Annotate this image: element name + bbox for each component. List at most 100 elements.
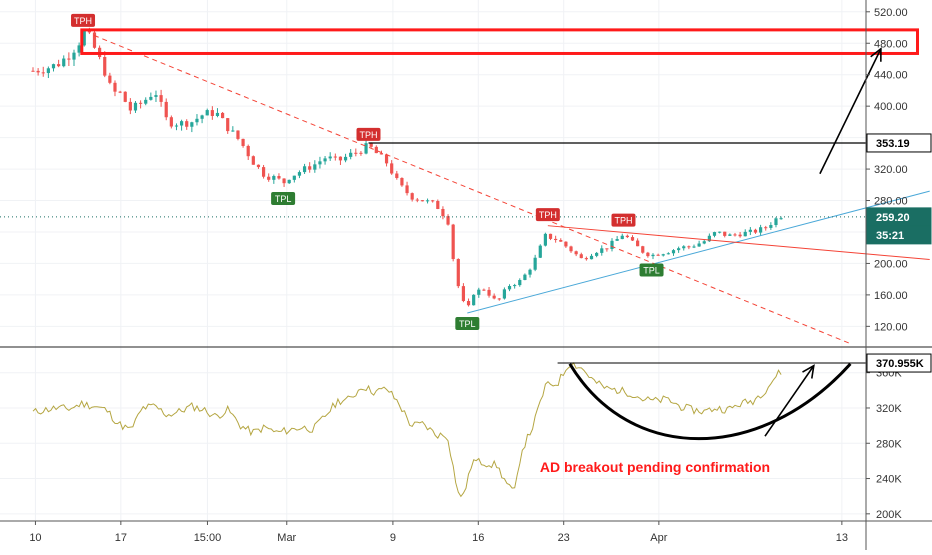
candle-body xyxy=(513,285,517,287)
candle-body xyxy=(82,30,86,46)
candle-body xyxy=(600,248,604,253)
price-tag-level-box xyxy=(866,133,932,153)
candle-body xyxy=(77,45,81,53)
candle-body xyxy=(759,227,763,233)
candle-body xyxy=(615,239,619,241)
candle-body xyxy=(630,237,635,241)
candle-body xyxy=(103,57,107,76)
price-tick-label: 320.00 xyxy=(874,164,908,176)
pivot-label-box xyxy=(455,316,480,330)
candle-body xyxy=(118,91,122,93)
x-tick-label: 9 xyxy=(390,532,396,544)
candle-body xyxy=(625,235,629,238)
price-tick-label: 480.00 xyxy=(874,38,908,50)
candle-body xyxy=(149,96,153,100)
pivot-label-text: TPL xyxy=(459,319,476,329)
candle-body xyxy=(677,248,681,251)
candle-body xyxy=(297,172,302,176)
candle-body xyxy=(354,152,358,154)
candle-body xyxy=(456,259,460,287)
candle-body xyxy=(210,110,214,116)
candle-body xyxy=(554,238,558,241)
price-tag-last: 259.20 xyxy=(866,207,932,227)
candle-body xyxy=(733,234,737,236)
candle-body xyxy=(753,229,758,233)
candle-body xyxy=(492,295,496,299)
candlestick-series xyxy=(31,27,783,307)
price-tick-label: 280.00 xyxy=(874,196,908,208)
pivot-label-box xyxy=(611,213,636,227)
candle-body xyxy=(395,173,399,179)
arrows xyxy=(764,47,882,437)
price-arrow-shaft xyxy=(819,48,882,175)
price-tag-countdown: 35:21 xyxy=(866,225,932,245)
candle-body xyxy=(687,246,691,248)
candle-body xyxy=(548,233,553,239)
candle-body xyxy=(169,117,173,127)
candle-body xyxy=(318,161,322,165)
price-tag-countdown-box xyxy=(866,225,932,245)
candle-body xyxy=(738,234,742,237)
x-tick-label: Mar xyxy=(277,532,296,544)
candle-body xyxy=(190,122,194,127)
price-arrow-head xyxy=(870,47,882,62)
x-tick-label: 13 xyxy=(836,532,848,544)
x-tick-label: 15:00 xyxy=(194,532,222,544)
price-tag-level: 353.19 xyxy=(866,133,932,153)
pivot-label-tph: TPH xyxy=(611,213,636,227)
candle-body xyxy=(410,193,414,200)
pivot-label-box xyxy=(71,13,96,27)
ad-tag-level-text: 370.955K xyxy=(876,358,924,370)
candle-body xyxy=(72,52,76,60)
candle-body xyxy=(543,233,547,246)
candle-body xyxy=(487,289,491,296)
candle-body xyxy=(533,257,537,270)
price-tick-label: 440.00 xyxy=(874,70,908,82)
candle-body xyxy=(620,235,624,240)
candle-body xyxy=(466,301,471,306)
ad-tag-level-box xyxy=(866,353,932,373)
pivot-label-tph: TPH xyxy=(535,208,560,222)
pivot-label-box xyxy=(356,127,381,141)
candle-body xyxy=(261,167,266,177)
pivot-label-text: TPH xyxy=(539,210,557,220)
candle-body xyxy=(390,163,394,174)
candle-body xyxy=(431,200,435,202)
candle-body xyxy=(436,201,440,209)
candle-body xyxy=(272,176,276,180)
pivot-label-box xyxy=(535,208,560,222)
candle-body xyxy=(159,95,163,102)
candle-body xyxy=(292,175,296,180)
candle-body xyxy=(523,274,527,280)
candle-body xyxy=(287,179,291,184)
candle-body xyxy=(267,176,271,180)
price-tick-label: 200.00 xyxy=(874,258,908,270)
price-tag-level-text: 353.19 xyxy=(876,138,910,150)
candle-body xyxy=(36,70,40,73)
candle-body xyxy=(123,91,127,102)
candle-body xyxy=(451,224,455,260)
candle-body xyxy=(518,279,522,286)
price-tag-countdown-text: 35:21 xyxy=(876,230,904,242)
resistance-zone xyxy=(80,28,920,55)
x-tick-label: 23 xyxy=(558,532,570,544)
candle-body xyxy=(282,178,286,184)
trend-line-dashed-downtrend xyxy=(93,34,851,345)
candle-body xyxy=(595,252,599,256)
candle-body xyxy=(349,152,353,157)
candle-body xyxy=(564,241,568,247)
candle-body xyxy=(589,255,594,260)
candle-body xyxy=(369,143,373,147)
candle-body xyxy=(574,251,578,255)
candle-body xyxy=(338,156,343,161)
candle-body xyxy=(200,115,204,119)
candle-body xyxy=(779,218,783,220)
x-tick-label: Apr xyxy=(650,532,667,544)
candle-body xyxy=(584,258,588,260)
candle-body xyxy=(702,241,706,244)
candle-body xyxy=(226,118,230,132)
candle-body xyxy=(31,70,35,72)
candle-body xyxy=(359,152,363,154)
